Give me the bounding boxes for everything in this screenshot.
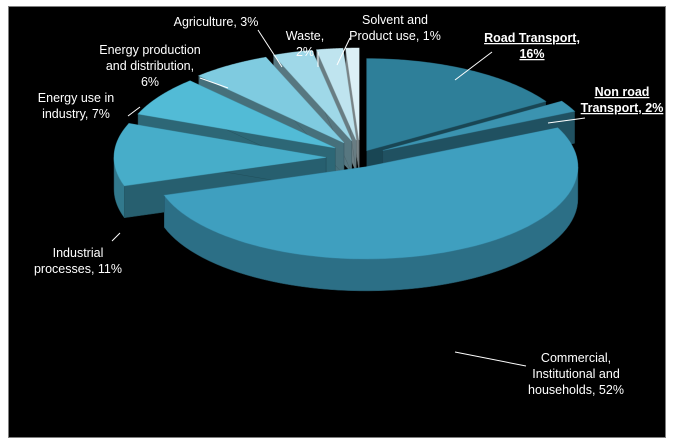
slice-label-1: Road Transport, 16% (484, 31, 580, 61)
slice-label-4-line-1: Industrial (53, 246, 104, 260)
slice-label-9-line-2: Product use, 1% (349, 29, 441, 43)
slice-label-1-line-1: Road Transport, (484, 31, 580, 45)
slice-label-6: Energy production and distribution, 6% (99, 43, 201, 89)
pie-slice-top-2 (382, 100, 576, 151)
slice-label-2-line-1: Non road (595, 85, 650, 99)
leader-line-1 (454, 51, 493, 81)
slice-label-3: Commercial, Institutional and households, … (528, 351, 624, 397)
pie-labels: Road Transport, 16% Non road Transport, 2% C… (34, 13, 663, 397)
slice-label-5: Energy use in industry, 7% (38, 91, 114, 121)
pie-slice-top-8 (315, 47, 357, 141)
leader-line-2 (547, 117, 586, 124)
slice-label-9-line-1: Solvent and (362, 13, 428, 27)
slice-label-8-line-1: Waste, (286, 29, 324, 43)
pie-top-layer (113, 47, 579, 260)
leader-line-3 (454, 351, 527, 367)
slice-label-6-line-2: and distribution, (106, 59, 194, 73)
slice-label-3-line-3: households, 52% (528, 383, 624, 397)
slice-label-9: Solvent and Product use, 1% (349, 13, 441, 43)
slice-label-4: Industrial processes, 11% (34, 246, 122, 276)
leader-line-6 (199, 77, 229, 89)
slice-label-7-line-1: Agriculture, 3% (174, 15, 259, 29)
pie-slice-top-7 (272, 49, 352, 141)
slice-label-2: Non road Transport, 2% (581, 85, 664, 115)
pie-slice-top-4 (113, 123, 327, 187)
slice-label-6-line-1: Energy production (99, 43, 201, 57)
slice-label-6-line-3: 6% (141, 75, 159, 89)
slice-label-8-line-2: 2% (296, 45, 314, 59)
slice-label-5-line-1: Energy use in (38, 91, 114, 105)
pie-slice-top-3 (163, 127, 579, 260)
leader-line-9 (336, 37, 351, 66)
slice-label-7: Agriculture, 3% (174, 15, 259, 29)
slice-label-5-line-2: industry, 7% (42, 107, 110, 121)
slice-label-2-line-2: Transport, 2% (581, 101, 664, 115)
slice-label-3-line-2: Institutional and (532, 367, 620, 381)
slice-label-3-line-1: Commercial, (541, 351, 611, 365)
slice-label-1-line-2: 16% (519, 47, 544, 61)
pie-slice-top-6 (197, 56, 345, 144)
leader-line-5 (127, 106, 141, 117)
leader-line-4 (111, 232, 121, 242)
slice-label-8: Waste, 2% (286, 29, 324, 59)
slice-label-4-line-2: processes, 11% (34, 262, 122, 276)
pie-slice-top-9 (345, 47, 360, 141)
leader-line-7 (257, 29, 283, 68)
pie-slice-top-5 (137, 80, 336, 149)
